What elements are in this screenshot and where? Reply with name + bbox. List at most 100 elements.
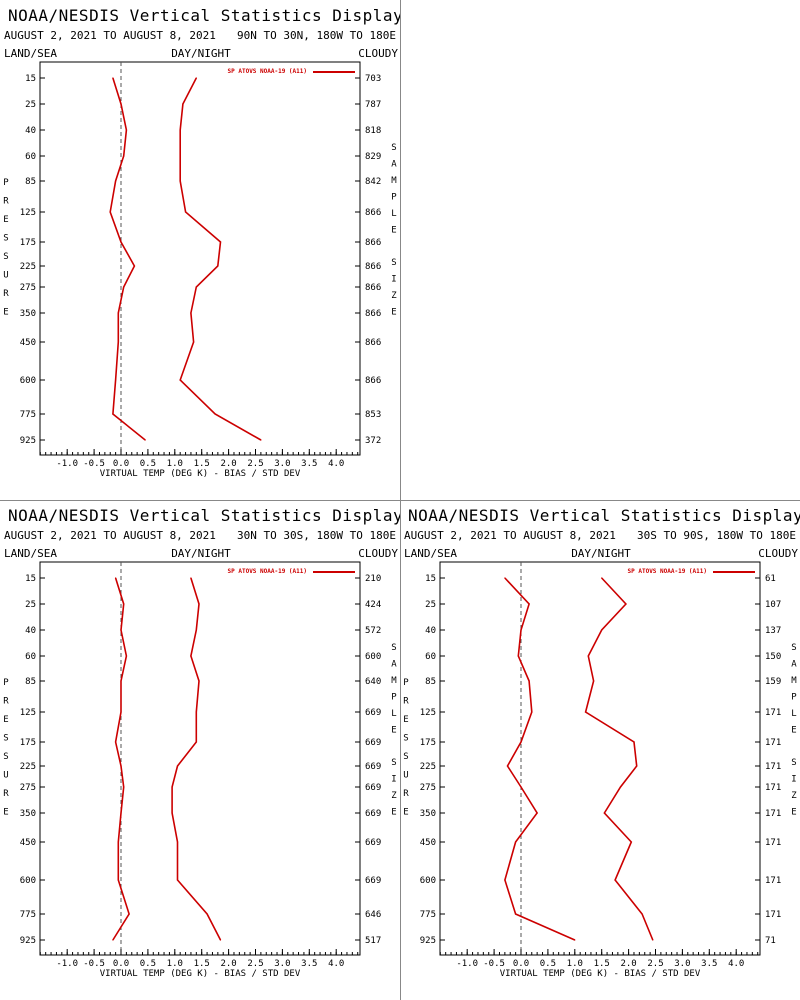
x-tick-label: 0.0 <box>113 959 129 969</box>
bias-data-point <box>109 211 111 213</box>
pressure-level-label: 40 <box>25 626 36 636</box>
pressure-level-label: 600 <box>20 876 36 886</box>
stddev-data-point <box>260 439 262 441</box>
sample-size-axis-letter: E <box>791 726 796 736</box>
pressure-level-label: 775 <box>420 910 436 920</box>
x-tick-label: -1.0 <box>456 959 478 969</box>
land-sea-label: LAND/SEA <box>404 547 457 560</box>
stddev-data-point <box>176 765 179 767</box>
stddev-data-point <box>182 103 184 105</box>
bias-data-point <box>112 939 114 941</box>
chart-svg: NOAA/NESDIS Vertical Statistics Display A… <box>403 506 800 979</box>
pressure-level-label: 125 <box>20 708 36 718</box>
sample-size-label: 171 <box>765 876 781 886</box>
x-tick-label: 2.0 <box>220 459 236 469</box>
x-tick-label: -1.0 <box>56 459 78 469</box>
sample-size-label: 866 <box>365 238 381 248</box>
pressure-axis-letter: U <box>403 771 408 781</box>
stddev-data-point <box>176 841 179 843</box>
sample-size-axis-letter: S <box>791 643 796 653</box>
sample-size-label: 818 <box>365 126 381 136</box>
bias-data-point <box>517 655 519 657</box>
pressure-level-label: 15 <box>25 574 36 584</box>
bias-data-point <box>128 913 130 915</box>
date-range: AUGUST 2, 2021 TO AUGUST 8, 2021 <box>404 529 616 542</box>
pressure-axis-letter: E <box>3 715 8 725</box>
sample-size-axis-letter: A <box>391 160 397 170</box>
pressure-axis-letter: E <box>3 308 8 318</box>
x-tick-label: 0.0 <box>113 459 129 469</box>
bias-data-point <box>520 741 522 743</box>
sample-size-label: 703 <box>365 74 381 84</box>
bias-data-point <box>520 629 522 631</box>
bias-data-point <box>123 786 125 788</box>
pressure-level-label: 125 <box>420 708 436 718</box>
sample-size-label: 171 <box>765 738 781 748</box>
bias-data-point <box>115 379 117 381</box>
x-tick-label: 3.5 <box>701 959 717 969</box>
bias-series-line <box>504 577 576 941</box>
bias-data-point <box>515 913 517 915</box>
pressure-level-label: 60 <box>425 652 436 662</box>
x-tick-label: 3.0 <box>274 959 290 969</box>
pressure-level-label: 85 <box>25 177 36 187</box>
pressure-axis-letter: R <box>3 697 9 707</box>
x-tick-label: 3.5 <box>301 459 317 469</box>
pressure-level-label: 25 <box>425 600 436 610</box>
bias-data-point <box>115 577 117 579</box>
stddev-data-point <box>219 241 222 243</box>
pressure-axis-letter: U <box>3 271 8 281</box>
pressure-level-label: 25 <box>25 600 36 610</box>
bias-data-point <box>123 603 125 605</box>
region-label: 30S TO 90S, 180W TO 180E <box>637 529 796 542</box>
sample-size-label: 866 <box>365 376 381 386</box>
sample-size-label: 866 <box>365 208 381 218</box>
x-tick-label: 1.5 <box>594 959 610 969</box>
bias-data-point <box>117 341 119 343</box>
date-range: AUGUST 2, 2021 TO AUGUST 8, 2021 <box>4 29 216 42</box>
sample-size-label: 866 <box>365 283 381 293</box>
pressure-axis-letter: E <box>403 808 408 818</box>
stddev-data-point <box>652 939 654 941</box>
pressure-axis-letter: R <box>3 789 9 799</box>
pressure-axis-letter: R <box>3 197 9 207</box>
bias-data-point <box>115 741 117 743</box>
stddev-data-point <box>195 741 197 743</box>
stddev-data-point <box>601 577 603 579</box>
sample-size-axis-letter: S <box>391 258 396 268</box>
stddev-data-point <box>206 913 208 915</box>
day-night-label: DAY/NIGHT <box>571 547 631 560</box>
pressure-axis-letter: R <box>3 289 9 299</box>
pressure-axis-letter: S <box>3 752 8 762</box>
sample-size-axis-letter: P <box>391 193 397 203</box>
pressure-axis-letter: P <box>403 678 409 688</box>
sample-size-axis-letter: E <box>391 808 396 818</box>
sample-size-axis-letter: Z <box>791 791 797 801</box>
land-sea-label: LAND/SEA <box>4 47 57 60</box>
sample-size-label: 137 <box>765 626 781 636</box>
bias-data-point <box>144 439 146 441</box>
day-night-label: DAY/NIGHT <box>171 47 231 60</box>
sample-size-axis-letter: I <box>791 775 796 785</box>
stddev-data-point <box>603 812 605 814</box>
sample-size-axis-letter: P <box>791 693 797 703</box>
stddev-data-point <box>190 655 192 657</box>
stddev-data-point <box>176 879 179 881</box>
stddev-data-point <box>185 211 187 213</box>
sample-size-axis-letter: Z <box>391 791 397 801</box>
pressure-axis-letter: R <box>403 697 409 707</box>
x-tick-label: -0.5 <box>483 959 505 969</box>
bias-data-point <box>531 711 533 713</box>
stddev-data-point <box>198 603 200 605</box>
stddev-data-point <box>633 741 635 743</box>
x-tick-label: 4.0 <box>328 959 344 969</box>
sample-size-axis-letter: E <box>391 308 396 318</box>
sample-size-label: 829 <box>365 152 381 162</box>
stddev-data-point <box>195 711 197 713</box>
bias-data-point <box>117 312 119 314</box>
legend-label: SP ATOVS NOAA-19 (A11) <box>228 568 307 575</box>
bias-data-point <box>120 103 122 105</box>
sample-size-axis-letter: A <box>391 660 397 670</box>
pressure-axis-letter: R <box>403 789 409 799</box>
x-tick-label: 2.0 <box>220 959 236 969</box>
